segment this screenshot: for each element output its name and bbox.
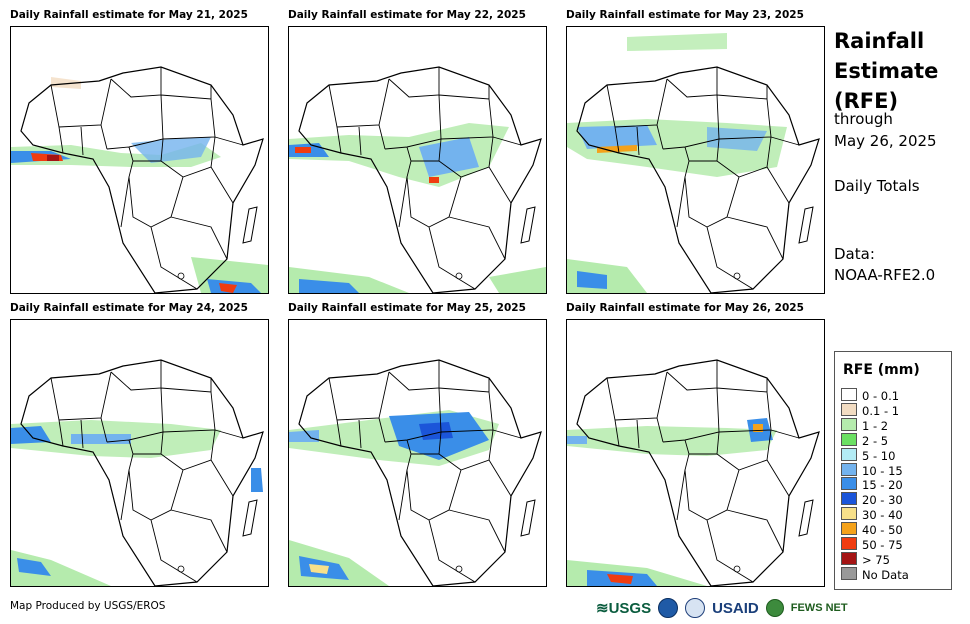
legend-label: 10 - 15 <box>862 463 903 478</box>
panel-title: Daily Rainfall estimate for May 21, 2025 <box>10 9 248 21</box>
legend-item: 5 - 10 <box>841 447 896 463</box>
panel-title: Daily Rainfall estimate for May 23, 2025 <box>566 9 804 21</box>
legend-swatch <box>841 447 857 461</box>
legend-swatch <box>841 402 857 416</box>
title-line2: Estimate <box>834 59 939 83</box>
title-line1: Rainfall <box>834 29 925 53</box>
logo-bar: ≋USGS USAID FEWS NET <box>596 597 848 619</box>
legend-item: 1 - 2 <box>841 417 889 433</box>
rainfall-area <box>567 418 777 586</box>
panel-title: Daily Rainfall estimate for May 26, 2025 <box>566 302 804 314</box>
rainfall-area <box>11 420 263 586</box>
legend-item: No Data <box>841 566 909 582</box>
rainfall-area <box>289 123 546 293</box>
legend-swatch <box>841 537 857 550</box>
panel-title: Daily Rainfall estimate for May 25, 2025 <box>288 302 526 314</box>
legend-item: 20 - 30 <box>841 492 903 508</box>
credit-text: Map Produced by USGS/EROS <box>10 600 166 612</box>
rainfall-area <box>567 33 787 293</box>
legend-item: 15 - 20 <box>841 477 903 493</box>
through-date: May 26, 2025 <box>834 132 937 150</box>
legend-item: 30 - 40 <box>841 507 903 523</box>
legend-swatch <box>841 551 857 565</box>
rainfall-map <box>288 319 547 587</box>
legend-swatch <box>841 477 857 491</box>
africa-map <box>567 33 820 293</box>
legend-swatch <box>841 417 857 431</box>
rainfall-map <box>566 319 825 587</box>
legend-swatch <box>841 566 857 580</box>
legend-label: 5 - 10 <box>862 448 896 463</box>
main-title: Rainfall Estimate (RFE) <box>834 26 938 116</box>
africa-map <box>11 66 268 293</box>
legend-label: 0.1 - 1 <box>862 403 900 418</box>
africa-map <box>289 359 542 586</box>
africa-map <box>11 359 264 586</box>
africa-map <box>289 66 546 293</box>
title-line3: (RFE) <box>834 89 899 113</box>
rainfall-area <box>11 77 268 293</box>
panel-title: Daily Rainfall estimate for May 22, 2025 <box>288 9 526 21</box>
legend-swatch <box>841 492 857 506</box>
legend-swatch <box>841 388 857 401</box>
legend-label: 40 - 50 <box>862 523 903 538</box>
legend-label: 2 - 5 <box>862 433 889 448</box>
data-source: NOAA-RFE2.0 <box>834 266 936 284</box>
legend-item: 10 - 15 <box>841 462 903 478</box>
totals-label: Daily Totals <box>834 177 920 195</box>
africa-map <box>567 359 820 586</box>
rainfall-map <box>566 26 825 294</box>
noaa-logo-icon <box>658 598 679 618</box>
panel-title: Daily Rainfall estimate for May 24, 2025 <box>10 302 248 314</box>
data-label: Data: <box>834 245 875 263</box>
legend-swatch <box>841 522 857 536</box>
legend-item: 40 - 50 <box>841 522 903 538</box>
through-label: through <box>834 110 893 128</box>
legend-swatch <box>841 432 857 446</box>
usgs-logo: ≋USGS <box>596 600 652 617</box>
legend-swatch <box>841 462 857 476</box>
legend-label: No Data <box>862 567 909 582</box>
legend-label: 30 - 40 <box>862 508 903 523</box>
legend-label: 20 - 30 <box>862 493 903 508</box>
legend-label: > 75 <box>862 552 890 567</box>
legend-item: > 75 <box>841 551 890 567</box>
legend-swatch <box>841 507 857 521</box>
legend-item: 0 - 0.1 <box>841 388 900 403</box>
legend-item: 50 - 75 <box>841 537 903 552</box>
rainfall-area <box>289 410 499 586</box>
rainfall-map <box>10 26 269 294</box>
legend-title: RFE (mm) <box>843 362 920 378</box>
legend-label: 1 - 2 <box>862 418 889 433</box>
rainfall-map <box>288 26 547 294</box>
legend-item: 2 - 5 <box>841 432 889 448</box>
legend-label: 50 - 75 <box>862 538 903 552</box>
legend-item: 0.1 - 1 <box>841 402 900 418</box>
fews-globe-icon <box>765 599 784 617</box>
fews-logo: FEWS NET <box>790 602 848 614</box>
usaid-logo: USAID <box>712 599 759 617</box>
legend-label: 15 - 20 <box>862 478 903 493</box>
rainfall-map <box>10 319 269 587</box>
legend-label: 0 - 0.1 <box>862 389 900 403</box>
dept-seal-icon <box>685 598 706 618</box>
